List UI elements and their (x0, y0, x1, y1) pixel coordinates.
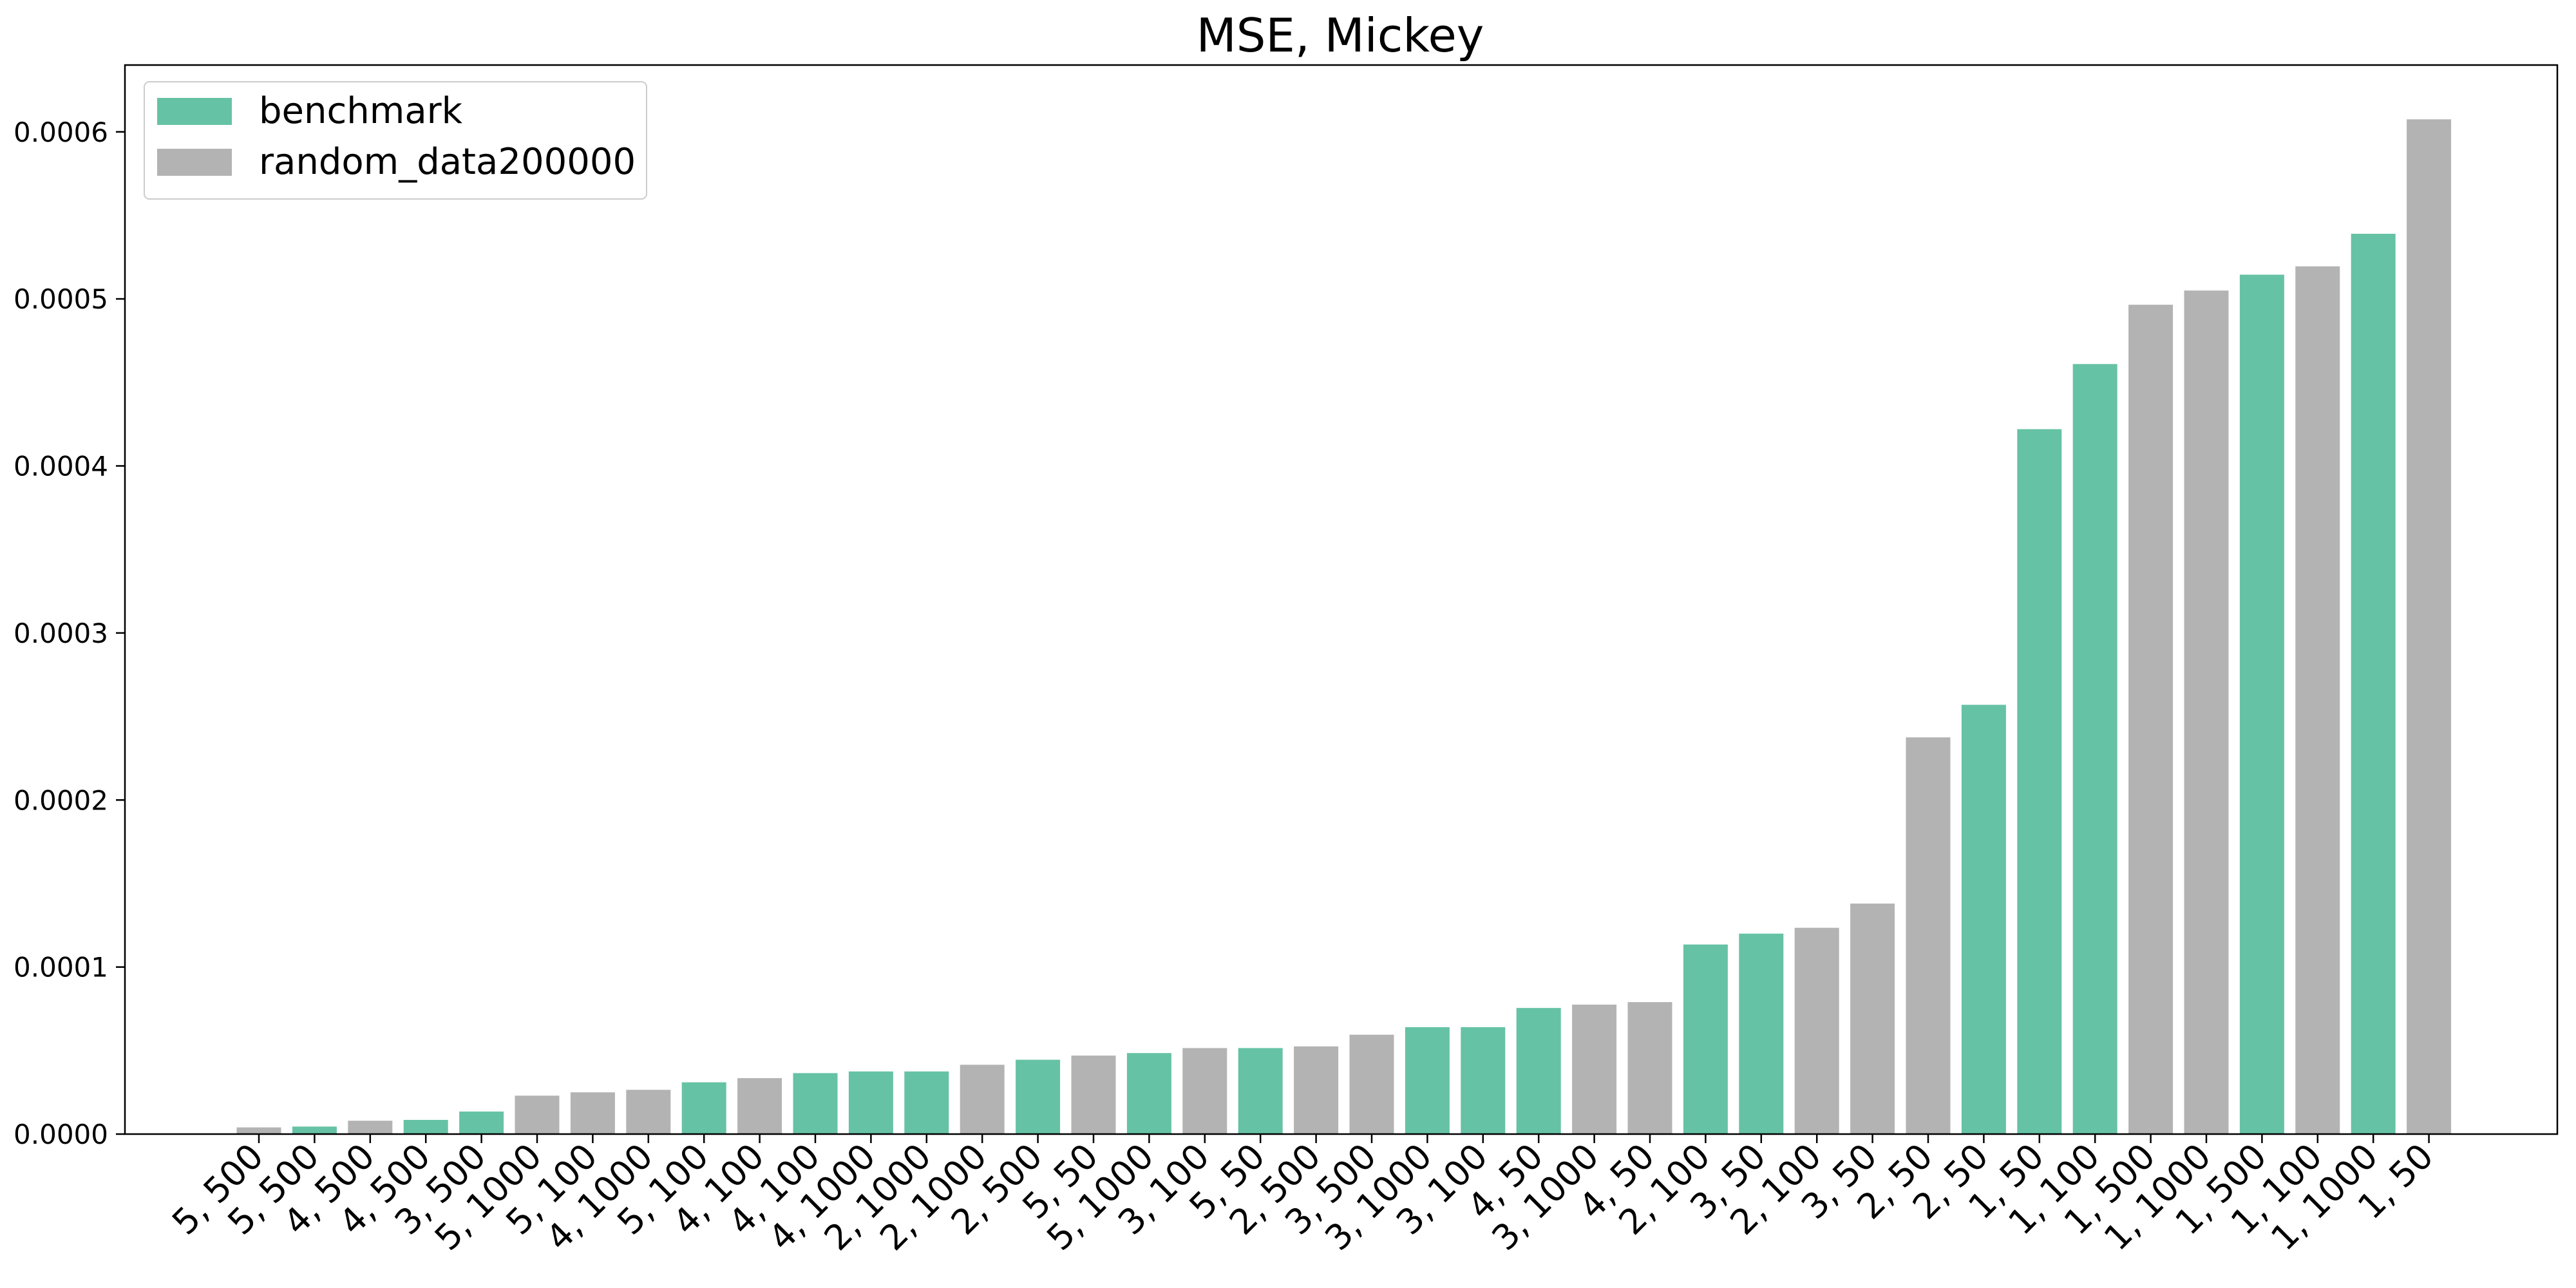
y-tick-label-3: 0.0003 (14, 618, 108, 649)
bar-32 (2017, 429, 2062, 1135)
y-tick-label-6: 0.0006 (14, 117, 108, 148)
y-tick-label-2: 0.0002 (14, 784, 108, 816)
bar-4 (459, 1111, 504, 1134)
bar-7 (626, 1090, 671, 1134)
bar-8 (681, 1082, 726, 1134)
bar-16 (1126, 1053, 1171, 1134)
bar-37 (2295, 266, 2340, 1134)
bar-36 (2239, 274, 2284, 1134)
legend-swatch-benchmark (157, 98, 232, 125)
bar-35 (2184, 290, 2229, 1134)
bar-20 (1349, 1034, 1394, 1134)
bar-25 (1627, 1002, 1672, 1134)
y-tick-label-0: 0.0000 (14, 1119, 108, 1150)
bar-15 (1071, 1056, 1116, 1134)
bar-34 (2128, 305, 2174, 1135)
chart-title: MSE, Mickey (1197, 8, 1484, 62)
bar-9 (737, 1078, 782, 1134)
bar-31 (1961, 705, 2006, 1134)
bar-29 (1850, 904, 1895, 1134)
bar-11 (848, 1071, 893, 1134)
bar-26 (1683, 944, 1728, 1134)
bar-30 (1906, 737, 1951, 1134)
bar-2 (348, 1121, 393, 1134)
bar-24 (1572, 1004, 1617, 1134)
bar-19 (1294, 1046, 1339, 1134)
bar-12 (904, 1071, 949, 1134)
bar-33 (2072, 364, 2117, 1134)
bar-3 (403, 1119, 448, 1134)
bars-layer (236, 119, 2452, 1135)
bar-10 (793, 1073, 838, 1134)
bar-27 (1739, 933, 1784, 1134)
bar-6 (570, 1092, 615, 1134)
plot-frame (124, 64, 2559, 1135)
y-tick-label-5: 0.0005 (14, 283, 108, 315)
bar-17 (1182, 1048, 1227, 1134)
y-axis: 0.0000 0.0001 0.0002 0.0003 0.0004 0.0005 0.00… (14, 117, 125, 1150)
legend-box (144, 81, 647, 200)
bar-23 (1516, 1008, 1561, 1134)
bar-14 (1016, 1059, 1061, 1134)
y-tick-label-1: 0.0001 (14, 952, 108, 983)
y-tick-label-4: 0.0004 (14, 451, 108, 482)
bar-22 (1461, 1027, 1506, 1134)
bar-5 (515, 1095, 560, 1134)
bar-18 (1238, 1048, 1283, 1134)
bar-28 (1794, 927, 1839, 1134)
bar-39 (2407, 119, 2452, 1134)
bar-0 (236, 1127, 281, 1135)
bar-38 (2351, 233, 2396, 1135)
bar-1 (292, 1126, 337, 1134)
bar-21 (1405, 1027, 1450, 1134)
bar-13 (960, 1065, 1005, 1134)
legend-label-random-data200000: random_data200000 (259, 141, 636, 183)
legend: benchmark random_data200000 (144, 81, 647, 200)
legend-label-benchmark: benchmark (259, 90, 463, 132)
legend-swatch-random-data200000 (157, 149, 232, 176)
